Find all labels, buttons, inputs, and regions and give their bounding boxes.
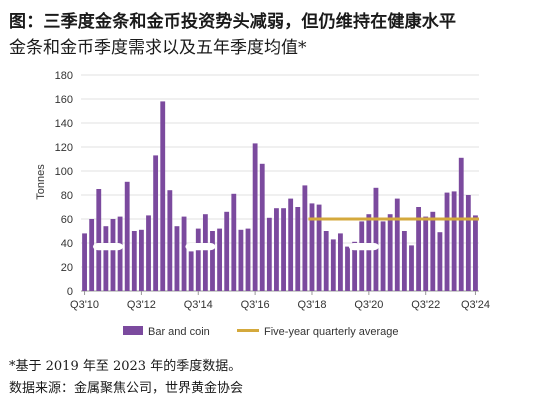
y-axis: 0 20 40 60 80 100 120 140 160 180 bbox=[55, 70, 73, 298]
legend-label-five-year-average: Five-year quarterly average bbox=[264, 326, 399, 338]
source-note: 数据来源：金属聚焦公司，世界黄金协会 bbox=[9, 381, 244, 396]
bar bbox=[458, 157, 464, 291]
bar bbox=[281, 208, 286, 291]
label-mask bbox=[93, 243, 123, 251]
bar bbox=[309, 203, 315, 291]
bar bbox=[89, 219, 95, 291]
x-tick-label: Q3'14 bbox=[184, 299, 213, 311]
bar bbox=[252, 143, 258, 291]
bar bbox=[352, 241, 358, 291]
bar bbox=[195, 228, 201, 291]
bar bbox=[380, 221, 386, 291]
bar bbox=[124, 181, 130, 291]
bar bbox=[295, 207, 301, 291]
bar bbox=[274, 208, 279, 291]
bar bbox=[146, 215, 151, 291]
y-tick-label: 180 bbox=[55, 70, 73, 82]
bar bbox=[323, 231, 329, 291]
bar bbox=[224, 211, 230, 291]
footnote: *基于 2019 年至 2023 年的季度数据。 bbox=[9, 359, 242, 374]
x-tick-label: Q3'22 bbox=[411, 299, 440, 311]
bar bbox=[373, 187, 379, 291]
label-masks bbox=[93, 243, 379, 251]
label-mask bbox=[348, 243, 379, 251]
bar bbox=[188, 251, 194, 291]
bar bbox=[437, 232, 443, 291]
bar bbox=[103, 226, 109, 291]
bar bbox=[394, 198, 400, 291]
y-tick-label: 60 bbox=[61, 214, 73, 226]
bar bbox=[401, 231, 407, 291]
bar bbox=[245, 228, 251, 291]
bar bbox=[231, 193, 237, 291]
legend-swatch-five-year-average bbox=[237, 329, 259, 332]
bar bbox=[210, 231, 215, 291]
y-tick-label: 80 bbox=[61, 190, 73, 202]
bar bbox=[153, 155, 159, 291]
bar bbox=[444, 192, 450, 291]
bar bbox=[423, 216, 429, 291]
y-tick-label: 20 bbox=[61, 262, 73, 274]
bar-chart: 0 20 40 60 80 100 120 140 160 180 Q3'10 Q3'12 Q3'14… bbox=[35, 70, 490, 338]
bar bbox=[174, 226, 180, 291]
bar bbox=[217, 228, 223, 291]
bar bbox=[82, 233, 87, 291]
legend-label-bar-and-coin: Bar and coin bbox=[148, 326, 210, 338]
bar bbox=[259, 163, 265, 291]
bar bbox=[473, 215, 478, 291]
bar bbox=[302, 185, 308, 291]
bar bbox=[465, 195, 471, 291]
y-tick-label: 40 bbox=[61, 238, 73, 250]
y-tick-label: 140 bbox=[55, 118, 73, 130]
y-tick-label: 160 bbox=[55, 94, 73, 106]
bar bbox=[131, 231, 137, 291]
bar bbox=[110, 219, 116, 291]
bar bbox=[266, 217, 272, 291]
y-tick-label: 0 bbox=[67, 286, 73, 298]
x-tick-label: Q3'10 bbox=[70, 299, 99, 311]
bar bbox=[409, 245, 414, 291]
x-tick-label: Q3'20 bbox=[354, 299, 383, 311]
bar bbox=[451, 191, 457, 291]
bar bbox=[167, 190, 173, 291]
bar bbox=[181, 216, 187, 291]
bar bbox=[430, 211, 436, 291]
bar bbox=[160, 101, 166, 292]
bar bbox=[387, 214, 393, 291]
x-tick-label: Q3'18 bbox=[297, 299, 326, 311]
x-tick-label: Q3'24 bbox=[461, 299, 490, 311]
label-mask bbox=[185, 243, 216, 251]
chart-title: 图：三季度金条和金币投资势头减弱，但仍维持在健康水平 bbox=[9, 12, 457, 32]
legend: Bar and coin Five-year quarterly average bbox=[123, 326, 399, 338]
bar bbox=[138, 229, 144, 291]
y-axis-label: Tonnes bbox=[35, 164, 47, 200]
bar bbox=[316, 204, 322, 291]
bar bbox=[96, 189, 102, 291]
bar bbox=[337, 233, 343, 291]
x-axis: Q3'10 Q3'12 Q3'14 Q3'16 Q3'18 Q3'20 Q3'22 Q3'24 bbox=[70, 291, 490, 311]
bar bbox=[117, 216, 123, 291]
bar bbox=[202, 214, 208, 291]
chart-subtitle: 金条和金币季度需求以及五年季度均值* bbox=[9, 38, 307, 58]
bar bbox=[345, 246, 350, 291]
y-tick-label: 120 bbox=[55, 142, 73, 154]
bar bbox=[366, 214, 372, 291]
x-tick-label: Q3'16 bbox=[241, 299, 270, 311]
bar bbox=[330, 239, 336, 291]
x-tick-label: Q3'12 bbox=[127, 299, 156, 311]
bar bbox=[359, 221, 365, 291]
bar bbox=[238, 229, 244, 291]
bar-series bbox=[82, 101, 478, 292]
y-tick-label: 100 bbox=[55, 166, 73, 178]
bar bbox=[416, 207, 422, 291]
bar bbox=[288, 198, 294, 291]
legend-swatch-bar-and-coin bbox=[123, 326, 143, 335]
